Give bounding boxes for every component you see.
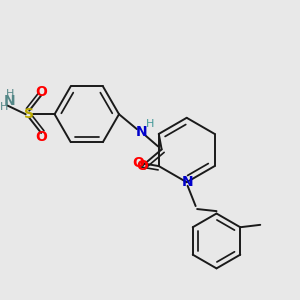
Text: N: N bbox=[4, 94, 16, 108]
Text: H: H bbox=[146, 119, 154, 129]
Text: O: O bbox=[133, 156, 145, 170]
Text: O: O bbox=[35, 85, 47, 99]
Text: S: S bbox=[24, 107, 34, 121]
Text: O: O bbox=[136, 159, 148, 173]
Text: O: O bbox=[35, 130, 47, 144]
Text: H: H bbox=[6, 89, 14, 99]
Text: N: N bbox=[136, 125, 147, 139]
Text: N: N bbox=[182, 175, 193, 189]
Text: H: H bbox=[0, 102, 8, 112]
